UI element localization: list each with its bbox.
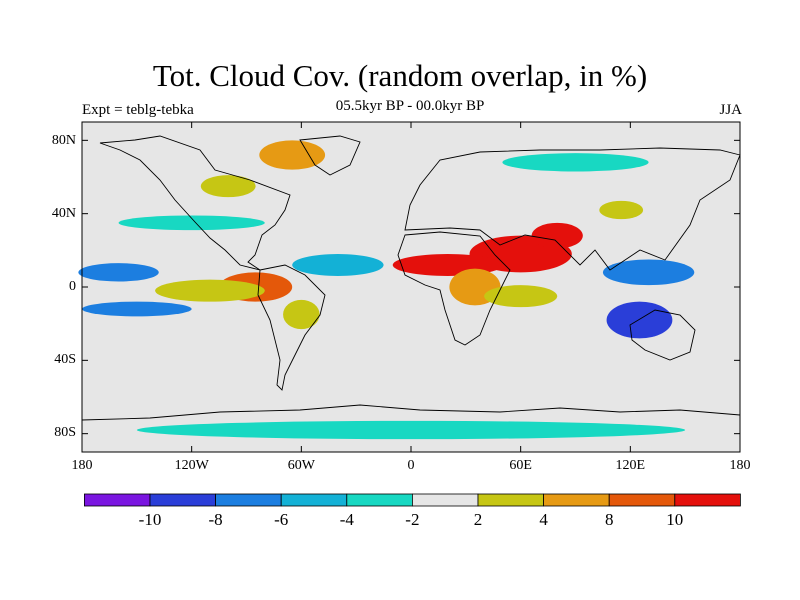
lon-label-180w: 180: [71, 458, 93, 473]
yellow-canada-anomaly: [200, 175, 256, 198]
lat-label-80s: 80S: [54, 425, 76, 440]
colorbar-label: -10: [138, 510, 162, 529]
south-america-coast: [257, 264, 326, 391]
turquoise-northpacific-band: [118, 215, 265, 231]
colorbar-label: -8: [208, 510, 223, 529]
eurasia-coast: [404, 147, 741, 271]
lon-label-180e: 180: [729, 458, 751, 473]
australia-coast: [629, 309, 696, 361]
yellow-indian-ocean-band: [484, 285, 558, 308]
experiment-label: Expt = teblg-tebka: [82, 102, 194, 118]
lon-label-120w: 120W: [174, 458, 209, 473]
colorbar-label: 2: [473, 510, 483, 529]
yellow-pacific-band: [155, 279, 265, 302]
blue-australia-anomaly: [606, 301, 673, 339]
turquoise-antarctic-band: [136, 420, 686, 440]
antarctica-coast: [81, 404, 741, 421]
yellow-brazil-anomaly: [283, 299, 320, 330]
lon-label-0: 0: [407, 458, 415, 473]
season-label: JJA: [719, 102, 742, 118]
figure-subtitle: 05.5kyr BP - 00.0kyr BP: [335, 98, 485, 114]
turquoise-siberia-anomaly: [502, 153, 649, 172]
colorbar-label: 8: [604, 510, 614, 529]
orange-arctic-canada-anomaly: [259, 140, 326, 170]
colorbar-label: -2: [405, 510, 420, 529]
colorbar-label: -6: [274, 510, 289, 529]
red-india-anomaly: [531, 222, 583, 249]
cyan-atlantic-anomaly: [292, 254, 384, 276]
lat-label-0: 0: [69, 279, 76, 294]
anomaly-layer: [78, 140, 695, 440]
blue-south-pacific-band: [82, 301, 192, 317]
colorbar-label: 10: [666, 510, 684, 529]
blue-westpacific-anomaly: [602, 259, 695, 286]
blue-central-pacific-anomaly: [78, 263, 159, 282]
north-america-coast: [99, 135, 291, 271]
lon-label-60e: 60E: [509, 458, 532, 473]
lat-label-40s: 40S: [54, 352, 76, 367]
lat-label-80n: 80N: [51, 133, 76, 148]
coastline-layer: [81, 135, 741, 421]
greenland-coast: [299, 135, 361, 176]
colorbar-label: -4: [339, 510, 354, 529]
axis-ticks: [81, 122, 741, 452]
lon-label-120e: 120E: [615, 458, 646, 473]
africa-coast: [397, 231, 511, 346]
figure-title: Tot. Cloud Cov. (random overlap, in %): [152, 58, 648, 93]
colorbar-label: 4: [539, 510, 548, 529]
yellow-northchina-anomaly: [599, 200, 644, 220]
lat-label-40n: 40N: [51, 206, 76, 221]
lon-label-60w: 60W: [287, 458, 315, 473]
